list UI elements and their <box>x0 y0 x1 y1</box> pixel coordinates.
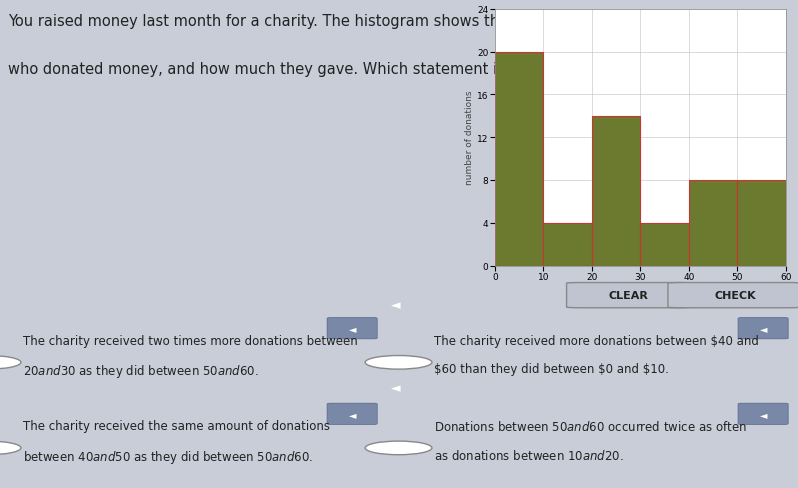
FancyBboxPatch shape <box>738 404 788 425</box>
Circle shape <box>365 441 432 455</box>
Text: CLEAR: CLEAR <box>609 290 649 300</box>
Circle shape <box>0 356 21 369</box>
FancyBboxPatch shape <box>327 404 377 425</box>
Text: $60 than they did between $0 and $10.: $60 than they did between $0 and $10. <box>434 363 669 376</box>
Bar <box>689 181 737 266</box>
Y-axis label: number of donations: number of donations <box>465 91 474 185</box>
Bar <box>543 224 592 266</box>
FancyBboxPatch shape <box>327 318 377 339</box>
Text: as donations between $10 and $20.: as donations between $10 and $20. <box>434 448 623 462</box>
Text: ◄: ◄ <box>760 409 767 419</box>
FancyBboxPatch shape <box>738 318 788 339</box>
Text: You raised money last month for a charity. The histogram shows the number of peo: You raised money last month for a charit… <box>8 14 643 29</box>
FancyBboxPatch shape <box>567 283 690 308</box>
Text: ◄: ◄ <box>760 324 767 333</box>
Text: CHECK: CHECK <box>714 290 756 300</box>
Text: ◄: ◄ <box>390 299 401 311</box>
FancyBboxPatch shape <box>668 283 798 308</box>
Text: The charity received more donations between $40 and: The charity received more donations betw… <box>434 334 759 347</box>
Bar <box>592 117 640 266</box>
Bar <box>640 224 689 266</box>
Bar <box>495 53 543 266</box>
Text: ◄: ◄ <box>390 382 401 394</box>
Circle shape <box>0 441 21 455</box>
Text: who donated money, and how much they gave. Which statement is true?: who donated money, and how much they gav… <box>8 62 547 77</box>
Text: ◄: ◄ <box>349 324 356 333</box>
Text: The charity received the same amount of donations: The charity received the same amount of … <box>23 419 330 432</box>
Text: $20 and $30 as they did between $50 and $60.: $20 and $30 as they did between $50 and … <box>23 363 259 380</box>
Circle shape <box>365 356 432 369</box>
Text: ◄: ◄ <box>349 409 356 419</box>
Text: between $40 and $50 as they did between $50 and $60.: between $40 and $50 as they did between … <box>23 448 313 465</box>
Text: Donations between $50 and $60 occurred twice as often: Donations between $50 and $60 occurred t… <box>434 419 747 433</box>
Bar <box>737 181 786 266</box>
Text: The charity received two times more donations between: The charity received two times more dona… <box>23 334 358 347</box>
X-axis label: donations (in dollars): donations (in dollars) <box>592 284 689 293</box>
